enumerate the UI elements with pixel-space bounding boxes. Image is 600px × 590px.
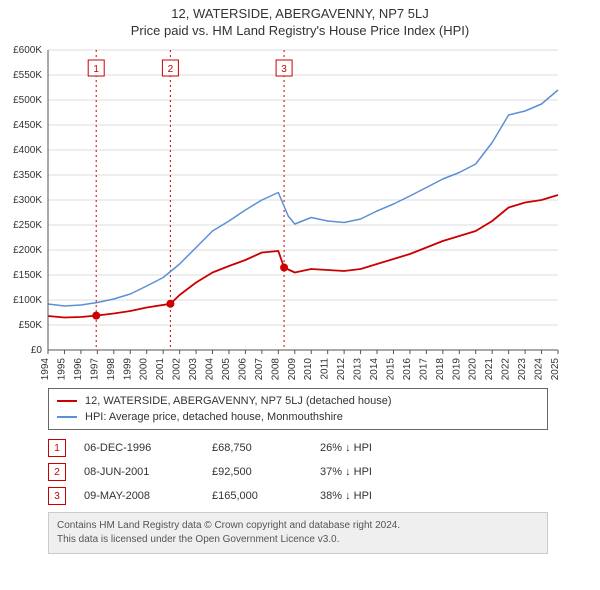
svg-text:1994: 1994 <box>40 358 51 381</box>
svg-text:3: 3 <box>281 64 287 75</box>
transaction-diff: 26% ↓ HPI <box>320 442 420 454</box>
footer-attribution: Contains HM Land Registry data © Crown c… <box>48 512 548 554</box>
transaction-price: £68,750 <box>212 442 302 454</box>
footer-line: This data is licensed under the Open Gov… <box>57 533 539 547</box>
svg-text:2003: 2003 <box>188 358 199 381</box>
svg-text:£450K: £450K <box>13 120 42 131</box>
svg-text:£300K: £300K <box>13 195 42 206</box>
title-area: 12, WATERSIDE, ABERGAVENNY, NP7 5LJ Pric… <box>0 0 600 42</box>
svg-text:2015: 2015 <box>385 358 396 381</box>
svg-text:2004: 2004 <box>205 358 216 381</box>
svg-text:2012: 2012 <box>336 358 347 381</box>
transaction-price: £165,000 <box>212 490 302 502</box>
svg-text:£0: £0 <box>31 345 43 356</box>
svg-text:2021: 2021 <box>484 358 495 381</box>
svg-text:2002: 2002 <box>172 358 183 381</box>
svg-text:2000: 2000 <box>139 358 150 381</box>
chart-container: 12, WATERSIDE, ABERGAVENNY, NP7 5LJ Pric… <box>0 0 600 554</box>
legend-swatch-hpi <box>57 416 77 418</box>
legend: 12, WATERSIDE, ABERGAVENNY, NP7 5LJ (det… <box>48 388 548 430</box>
transaction-row: 3 09-MAY-2008 £165,000 38% ↓ HPI <box>48 484 548 508</box>
svg-text:2: 2 <box>168 64 174 75</box>
transaction-diff: 37% ↓ HPI <box>320 466 420 478</box>
svg-text:2017: 2017 <box>418 358 429 381</box>
svg-text:£50K: £50K <box>19 320 43 331</box>
svg-text:1995: 1995 <box>56 358 67 381</box>
transaction-number-box: 3 <box>48 487 66 505</box>
svg-text:1998: 1998 <box>106 358 117 381</box>
svg-text:2024: 2024 <box>534 358 545 381</box>
svg-text:£500K: £500K <box>13 95 42 106</box>
svg-text:2014: 2014 <box>369 358 380 381</box>
svg-text:2018: 2018 <box>435 358 446 381</box>
svg-text:2011: 2011 <box>320 358 331 380</box>
legend-label: 12, WATERSIDE, ABERGAVENNY, NP7 5LJ (det… <box>85 395 392 407</box>
legend-swatch-price-paid <box>57 400 77 402</box>
svg-text:2008: 2008 <box>270 358 281 381</box>
transaction-row: 2 08-JUN-2001 £92,500 37% ↓ HPI <box>48 460 548 484</box>
svg-text:2005: 2005 <box>221 358 232 381</box>
transaction-date: 06-DEC-1996 <box>84 442 194 454</box>
transaction-row: 1 06-DEC-1996 £68,750 26% ↓ HPI <box>48 436 548 460</box>
transaction-price: £92,500 <box>212 466 302 478</box>
svg-text:£100K: £100K <box>13 295 42 306</box>
svg-text:2010: 2010 <box>303 358 314 381</box>
title-subtitle: Price paid vs. HM Land Registry's House … <box>0 23 600 38</box>
svg-text:£550K: £550K <box>13 70 42 81</box>
svg-text:2025: 2025 <box>550 358 561 381</box>
legend-label: HPI: Average price, detached house, Monm… <box>85 411 343 423</box>
transaction-diff: 38% ↓ HPI <box>320 490 420 502</box>
transaction-date: 08-JUN-2001 <box>84 466 194 478</box>
svg-text:£250K: £250K <box>13 220 42 231</box>
svg-text:2022: 2022 <box>501 358 512 381</box>
svg-text:£150K: £150K <box>13 270 42 281</box>
svg-text:1996: 1996 <box>73 358 84 381</box>
svg-text:1999: 1999 <box>122 358 133 381</box>
svg-text:£200K: £200K <box>13 245 42 256</box>
svg-text:1997: 1997 <box>89 358 100 381</box>
transaction-number-box: 2 <box>48 463 66 481</box>
svg-text:£600K: £600K <box>13 45 42 56</box>
svg-text:2001: 2001 <box>155 358 166 381</box>
transactions-table: 1 06-DEC-1996 £68,750 26% ↓ HPI 2 08-JUN-2001… <box>48 436 548 508</box>
svg-text:1: 1 <box>93 64 99 75</box>
svg-text:2020: 2020 <box>468 358 479 381</box>
svg-text:£400K: £400K <box>13 145 42 156</box>
legend-row: 12, WATERSIDE, ABERGAVENNY, NP7 5LJ (det… <box>57 393 539 409</box>
svg-text:2019: 2019 <box>451 358 462 381</box>
svg-text:2006: 2006 <box>237 358 248 381</box>
title-address: 12, WATERSIDE, ABERGAVENNY, NP7 5LJ <box>0 6 600 21</box>
svg-text:2009: 2009 <box>287 358 298 381</box>
legend-row: HPI: Average price, detached house, Monm… <box>57 409 539 425</box>
price-chart: £0 £50K £100K £150K £200K £250K £300K £350K £400… <box>0 42 600 382</box>
svg-text:£350K: £350K <box>13 170 42 181</box>
svg-text:2023: 2023 <box>517 358 528 381</box>
footer-line: Contains HM Land Registry data © Crown c… <box>57 519 539 533</box>
transaction-date: 09-MAY-2008 <box>84 490 194 502</box>
transaction-number-box: 1 <box>48 439 66 457</box>
svg-text:2007: 2007 <box>254 358 265 381</box>
svg-text:2013: 2013 <box>353 358 364 381</box>
svg-text:2016: 2016 <box>402 358 413 381</box>
